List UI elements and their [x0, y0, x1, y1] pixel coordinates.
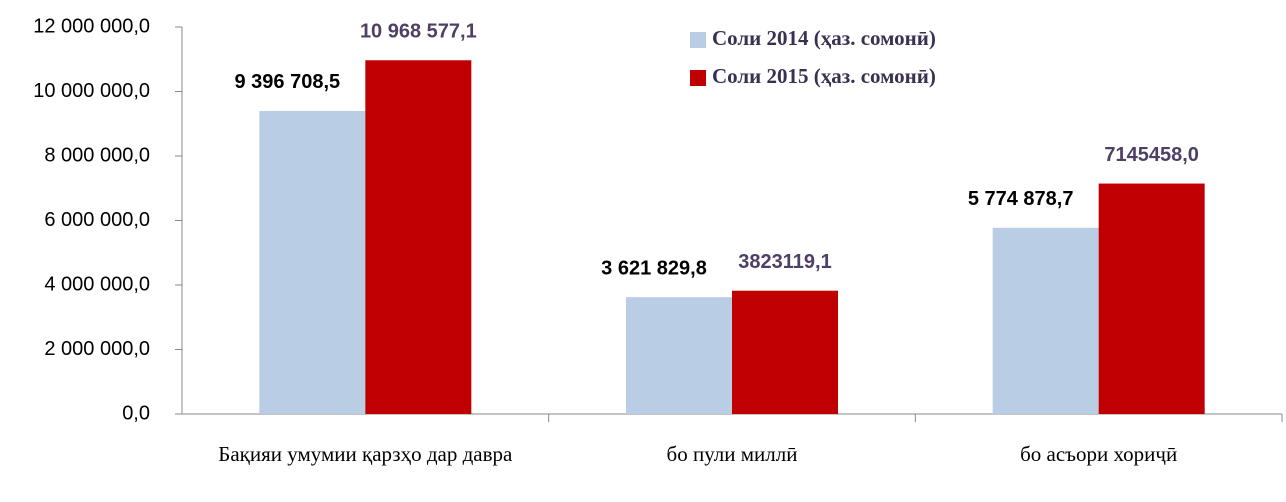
value-label: 7145458,0 — [1104, 144, 1199, 166]
value-label: 3823119,1 — [738, 251, 831, 273]
bar — [626, 297, 732, 414]
y-tick-label: 2 000 000,0 — [44, 338, 150, 360]
x-tick-label: бо пули миллӣ — [666, 442, 798, 466]
value-label: 5 774 878,7 — [968, 188, 1074, 210]
bar — [259, 110, 366, 415]
legend-swatch — [690, 70, 706, 86]
y-tick-label: 6 000 000,0 — [44, 209, 150, 231]
bar — [732, 290, 838, 414]
y-tick-label: 0,0 — [122, 402, 150, 424]
bar — [1098, 183, 1205, 414]
value-label: 3 621 829,8 — [601, 257, 707, 279]
legend-label: Соли 2014 (ҳаз. сомонӣ) — [712, 26, 936, 50]
bar — [992, 227, 1099, 414]
y-tick-label: 12 000 000,0 — [33, 15, 150, 37]
legend-label: Соли 2015 (ҳаз. сомонӣ) — [712, 64, 936, 88]
x-tick-label: Бақияи умумии қарзҳо дар давра — [218, 442, 513, 466]
y-tick-label: 4 000 000,0 — [44, 273, 150, 295]
bar — [365, 60, 472, 414]
legend-swatch — [690, 32, 706, 48]
x-tick-label: бо асъори хориҷӣ — [1020, 442, 1178, 466]
value-label: 10 968 577,1 — [360, 21, 477, 43]
y-tick-label: 8 000 000,0 — [44, 144, 150, 166]
y-tick-label: 10 000 000,0 — [33, 80, 150, 102]
value-label: 9 396 708,5 — [235, 71, 341, 93]
